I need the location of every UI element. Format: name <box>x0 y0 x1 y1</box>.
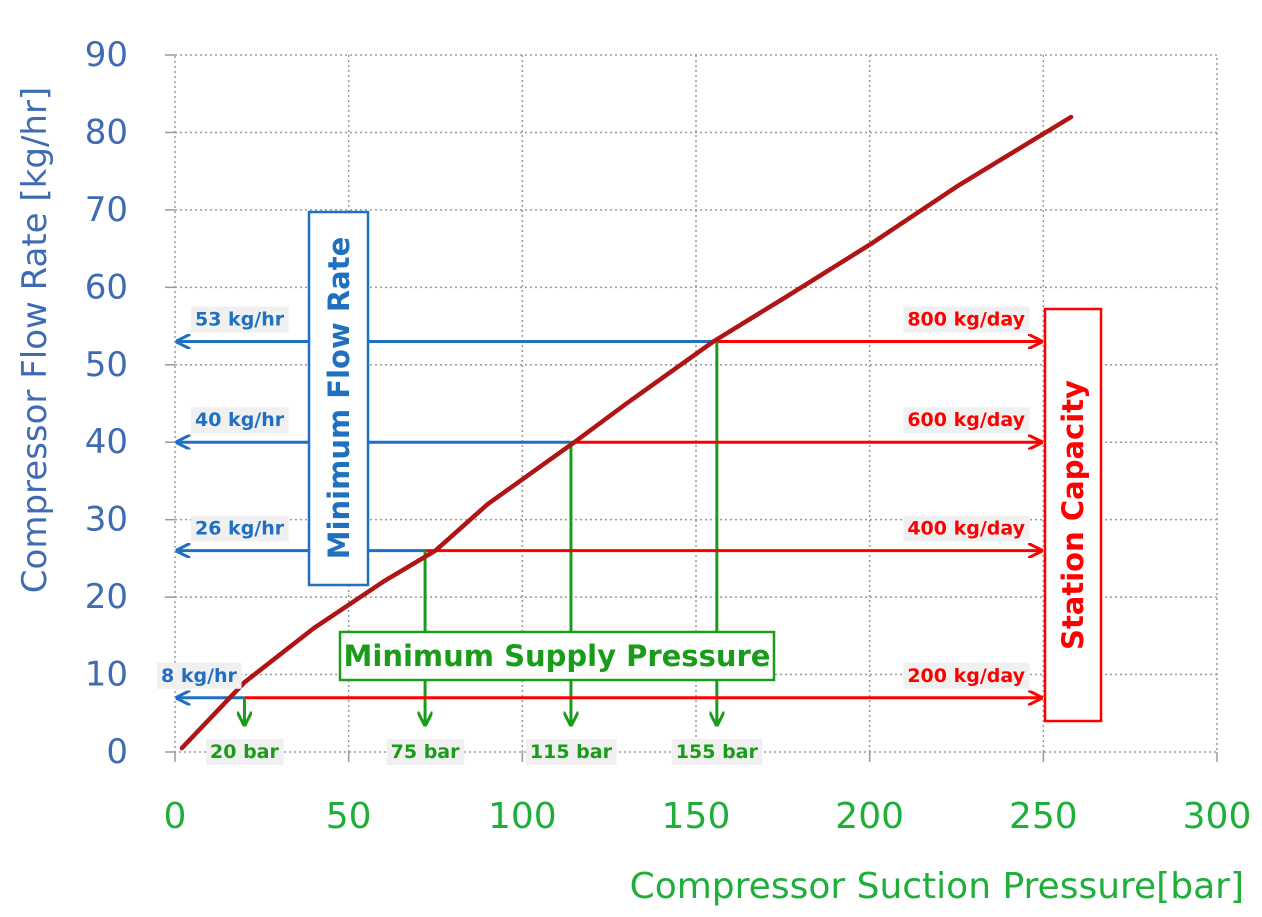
y-axis-title: Compressor Flow Rate [kg/hr] <box>15 87 55 593</box>
y-tick-label: 20 <box>85 577 128 617</box>
pressure-label-text: 20 bar <box>210 741 279 763</box>
flow-label-bg <box>191 306 289 333</box>
capacity-label: 800 kg/day <box>903 306 1030 333</box>
y-tick-label: 60 <box>85 267 128 307</box>
pressure-label-text: 155 bar <box>676 741 759 763</box>
pressure-label-bg <box>206 739 284 765</box>
pressure-label: 155 bar <box>671 739 763 765</box>
flow-label-text: 53 kg/hr <box>195 309 285 331</box>
min-flow-box: Minimum Flow Rate <box>307 210 370 587</box>
capacity-label-text: 600 kg/day <box>907 409 1025 431</box>
flow-label: 53 kg/hr <box>191 306 289 333</box>
capacity-label-text: 800 kg/day <box>907 309 1025 331</box>
x-tick-label: 250 <box>1009 796 1078 837</box>
y-tick-label: 80 <box>85 112 128 152</box>
min-supply-title: Minimum Supply Pressure <box>344 639 771 673</box>
pressure-label: 115 bar <box>525 739 617 765</box>
pressure-label: 20 bar <box>206 739 284 765</box>
flow-label: 26 kg/hr <box>191 515 289 542</box>
x-tick-label: 0 <box>164 796 187 837</box>
capacity-label-bg <box>903 407 1030 434</box>
flow-label: 8 kg/hr <box>157 662 242 689</box>
flow-label: 40 kg/hr <box>191 407 289 434</box>
axis-ticks: 0 50 100 150 200 250 300 0 10 20 30 40 50 60 70 80 90 <box>85 35 1252 837</box>
capacity-label: 200 kg/day <box>903 662 1030 689</box>
curve-layer <box>179 114 1074 751</box>
pressure-label-text: 115 bar <box>530 741 613 763</box>
pressure-label-bg <box>671 739 763 765</box>
x-tick-label: 150 <box>662 796 731 837</box>
capacity-label-text: 400 kg/day <box>907 518 1025 540</box>
flow-label-bg <box>191 407 289 434</box>
capacity-label-bg <box>903 515 1030 542</box>
y-tick-label: 0 <box>106 732 128 772</box>
capacity-label-bg <box>903 306 1030 333</box>
pressure-label-text: 75 bar <box>391 741 460 763</box>
capacity-label: 600 kg/day <box>903 407 1030 434</box>
y-tick-label: 10 <box>85 655 128 695</box>
capacity-label-text: 200 kg/day <box>907 665 1025 687</box>
guide-labels: 53 kg/hr 40 kg/hr 26 kg/hr 8 kg/hr 800 kg/da… <box>157 306 1030 765</box>
y-tick-label: 50 <box>85 345 128 385</box>
flow-label-text: 40 kg/hr <box>195 409 285 431</box>
x-tick-label: 50 <box>326 796 372 837</box>
guide-lines <box>177 342 1041 725</box>
flow-label-bg <box>157 662 242 689</box>
x-axis-title: Compressor Suction Pressure[bar] <box>630 866 1244 907</box>
pressure-label-bg <box>386 739 465 765</box>
flow-label-text: 8 kg/hr <box>161 665 238 687</box>
pressure-label-bg <box>525 739 617 765</box>
compressor-curve <box>179 114 1074 751</box>
min-supply-box: Minimum Supply Pressure <box>338 630 776 682</box>
y-tick-label: 70 <box>85 190 128 230</box>
min-flow-title: Minimum Flow Rate <box>322 237 356 560</box>
x-tick-label: 100 <box>488 796 557 837</box>
y-tick-label: 40 <box>85 422 128 462</box>
pressure-label: 75 bar <box>386 739 465 765</box>
y-tick-label: 30 <box>85 500 128 540</box>
flow-label-bg <box>191 515 289 542</box>
station-capacity-box: Station Capacity <box>1043 307 1103 723</box>
capacity-label-bg <box>903 662 1030 689</box>
capacity-label: 400 kg/day <box>903 515 1030 542</box>
flow-label-text: 26 kg/hr <box>195 518 285 540</box>
x-tick-label: 300 <box>1183 796 1252 837</box>
station-capacity-title: Station Capacity <box>1056 380 1090 650</box>
y-tick-label: 90 <box>85 35 128 75</box>
x-tick-label: 200 <box>835 796 904 837</box>
